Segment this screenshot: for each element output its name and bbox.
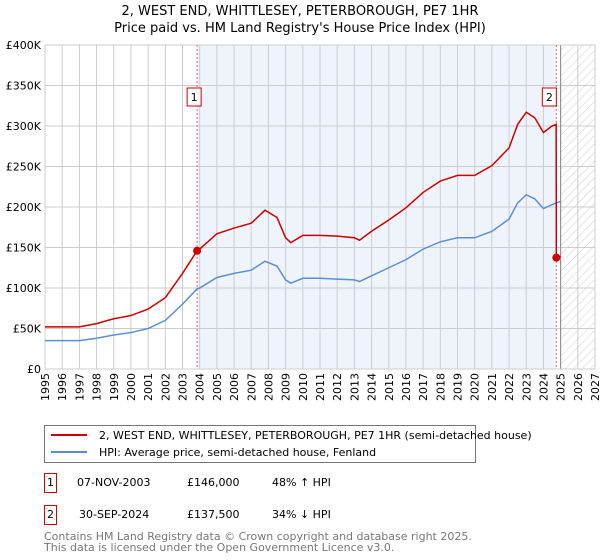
x-tick-label: 1995 (39, 373, 52, 401)
legend-swatch-hpi (51, 451, 87, 453)
y-tick-label: £250K (6, 161, 42, 174)
legend-item-hpi: HPI: Average price, semi-detached house,… (51, 444, 376, 460)
x-tick-label: 2001 (142, 373, 155, 401)
sale-marker-label: 2 (546, 91, 553, 104)
legend-item-property: 2, WEST END, WHITTLESEY, PETERBOROUGH, P… (51, 427, 532, 443)
x-tick-label: 2014 (366, 373, 379, 401)
footer-copyright: Contains HM Land Registry data © Crown c… (44, 530, 472, 543)
x-tick-label: 1999 (108, 373, 121, 401)
x-tick-label: 2004 (194, 373, 207, 401)
chart-subtitle: Price paid vs. HM Land Registry's House … (114, 21, 486, 36)
legend-label-property: 2, WEST END, WHITTLESEY, PETERBOROUGH, P… (99, 428, 532, 442)
x-tick-label: 2015 (383, 373, 396, 401)
sale-point (552, 253, 561, 262)
sale-date: 30-SEP-2024 (79, 508, 150, 521)
x-tick-label: 2006 (228, 373, 241, 401)
sale-marker-label: 1 (44, 473, 57, 493)
chart-title: 2, WEST END, WHITTLESEY, PETERBOROUGH, P… (121, 4, 479, 19)
sale-marker-label: 2 (44, 505, 57, 525)
x-tick-label: 2026 (572, 373, 585, 401)
legend-swatch-property (51, 434, 87, 436)
y-tick-label: £50K (13, 323, 42, 336)
y-tick-label: £0 (27, 363, 41, 376)
price-chart: 1995 1996 1997 1998 1999 2000 2001 2002 2003 2004… (6, 39, 600, 401)
x-tick-label: 2020 (469, 373, 482, 401)
y-tick-label: £400K (6, 39, 42, 52)
legend-label-hpi: HPI: Average price, semi-detached house,… (99, 445, 377, 459)
y-tick-label: £100K (6, 282, 42, 295)
y-tick-label: £350K (6, 80, 42, 93)
footer-licence: This data is licensed under the Open Gov… (44, 541, 395, 554)
x-tick-label: 2013 (348, 373, 361, 401)
sale-price: £146,000 (187, 476, 240, 489)
y-tick-label: £300K (6, 120, 42, 133)
sale-price: £137,500 (187, 508, 240, 521)
x-tick-label: 2008 (262, 373, 275, 401)
legend: 2, WEST END, WHITTLESEY, PETERBOROUGH, P… (44, 425, 532, 463)
x-tick-label: 2024 (537, 373, 550, 401)
sale-hpi-change: 48% ↑ HPI (272, 476, 331, 489)
property-line (45, 111, 561, 328)
x-tick-label: 1998 (91, 373, 104, 401)
y-tick-label: £150K (6, 242, 42, 255)
hpi-line (45, 193, 561, 342)
x-tick-label: 2002 (159, 373, 172, 401)
sale-marker-box (541, 87, 557, 107)
x-tick-label: 2021 (486, 373, 499, 401)
x-tick-label: 2022 (503, 373, 516, 401)
plot-border (44, 44, 596, 370)
x-tick-label: 2011 (314, 373, 327, 401)
x-tick-label: 1996 (56, 373, 69, 401)
sale-marker-box (186, 87, 202, 107)
x-tick-label: 2003 (177, 373, 190, 401)
sale-date: 07-NOV-2003 (77, 476, 151, 489)
x-tick-label: 2027 (589, 373, 600, 401)
x-tick-label: 2010 (297, 373, 310, 401)
x-tick-label: 1997 (73, 373, 86, 401)
y-tick-label: £200K (6, 201, 42, 214)
x-tick-label: 2005 (211, 373, 224, 401)
x-tick-label: 2017 (417, 373, 430, 401)
x-tick-label: 2025 (555, 373, 568, 401)
x-tick-label: 2018 (434, 373, 447, 401)
x-tick-label: 2009 (280, 373, 293, 401)
x-tick-label: 2019 (452, 373, 465, 401)
sale-marker-label: 1 (191, 91, 198, 104)
x-tick-label: 2012 (331, 373, 344, 401)
sale-point (193, 246, 202, 255)
x-tick-label: 2007 (245, 373, 258, 401)
x-tick-label: 2023 (520, 373, 533, 401)
sale-hpi-change: 34% ↓ HPI (272, 508, 331, 521)
x-tick-label: 2000 (125, 373, 138, 401)
x-tick-label: 2016 (400, 373, 413, 401)
